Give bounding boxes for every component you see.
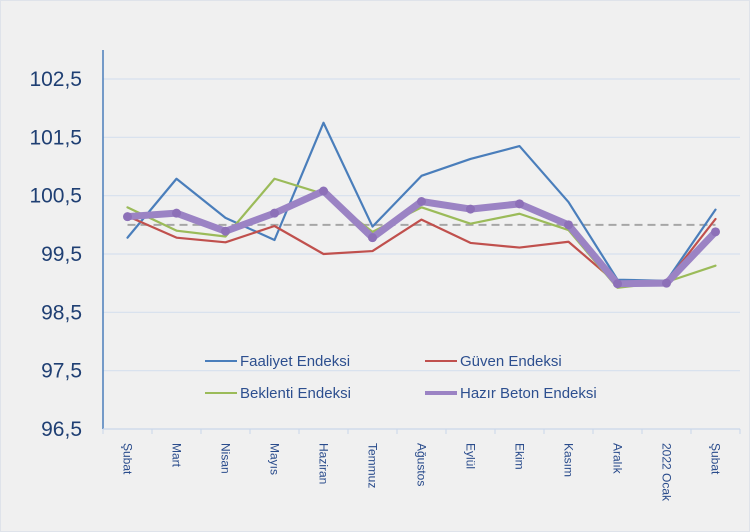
y-tick-label: 100,5 — [29, 185, 82, 208]
data-point-hazir-beton-endeksi — [613, 279, 622, 289]
x-tick-label: Temmuz — [366, 443, 380, 488]
data-point-hazir-beton-endeksi — [564, 220, 573, 230]
legend-label-guven-endeksi: Güven Endeksi — [460, 353, 562, 370]
x-tick-label: Ağustos — [415, 443, 429, 486]
data-point-hazir-beton-endeksi — [270, 208, 279, 218]
data-point-hazir-beton-endeksi — [466, 204, 475, 214]
data-point-hazir-beton-endeksi — [172, 208, 181, 218]
data-point-hazir-beton-endeksi — [221, 226, 230, 236]
y-tick-label: 98,5 — [41, 301, 82, 324]
x-tick-label: Şubat — [121, 443, 135, 475]
legend: Faaliyet Endeksi Güven Endeksi Beklenti En… — [205, 353, 597, 402]
legend-label-hazir-beton-endeksi: Hazır Beton Endeksi — [460, 385, 597, 402]
y-tick-label: 102,5 — [29, 68, 82, 91]
x-tick-label: Eylül — [464, 443, 478, 469]
legend-label-beklenti-endeksi: Beklenti Endeksi — [240, 385, 351, 402]
series-lines — [123, 121, 720, 289]
data-point-hazir-beton-endeksi — [123, 212, 132, 222]
data-point-hazir-beton-endeksi — [711, 227, 720, 237]
data-point-hazir-beton-endeksi — [368, 233, 377, 243]
x-tick-label: Haziran — [317, 443, 331, 484]
y-axis-ticks: 102,5 101,5 100,5 99,5 98,5 97,5 96,5 — [29, 68, 82, 441]
y-tick-label: 96,5 — [41, 418, 82, 441]
data-point-hazir-beton-endeksi — [515, 199, 524, 209]
x-tick-label: Ekim — [513, 443, 527, 470]
data-point-hazir-beton-endeksi — [417, 197, 426, 206]
legend-label-faaliyet-endeksi: Faaliyet Endeksi — [240, 353, 350, 370]
y-tick-label: 101,5 — [29, 126, 82, 149]
x-tick-label: Nisan — [219, 443, 233, 474]
data-point-hazir-beton-endeksi — [319, 186, 328, 196]
y-tick-label: 97,5 — [41, 360, 82, 383]
x-tick-label: Aralık — [611, 443, 625, 475]
x-tick-label: Mart — [170, 443, 184, 468]
x-axis-ticks: Şubat Mart Nisan Mayıs Haziran Temmuz Ağustos E… — [102, 429, 741, 502]
x-tick-label: Kasım — [562, 443, 576, 477]
data-point-hazir-beton-endeksi — [662, 278, 671, 288]
gridlines — [103, 78, 740, 372]
y-tick-label: 99,5 — [41, 243, 82, 266]
x-tick-label: 2022 Ocak — [660, 443, 674, 502]
x-tick-label: Şubat — [709, 443, 723, 475]
x-tick-label: Mayıs — [268, 443, 282, 475]
